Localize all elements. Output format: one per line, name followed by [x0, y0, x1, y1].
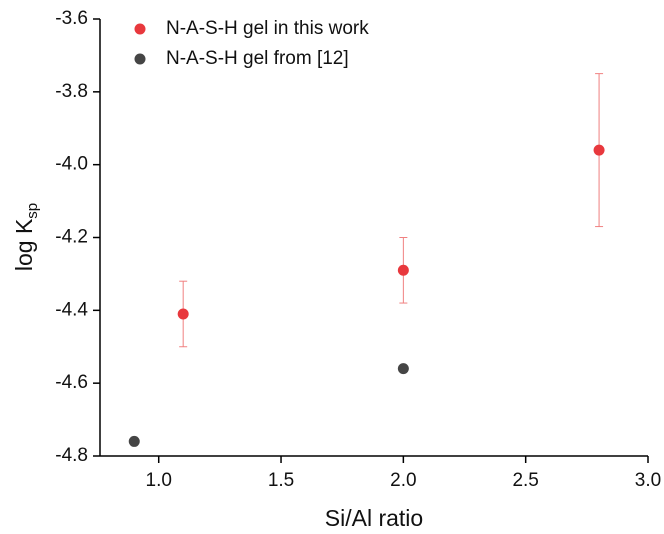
legend-label: N-A-S-H gel from [12] — [166, 48, 349, 69]
point — [397, 363, 409, 375]
x-axis-label: Si/Al ratio — [325, 505, 423, 531]
y-tick-label: -4.4 — [55, 299, 88, 320]
point — [177, 308, 189, 320]
point — [593, 144, 605, 156]
y-axis-label-main: log K — [11, 218, 37, 271]
point — [397, 264, 409, 276]
y-axis-label: log Ksp — [11, 203, 41, 271]
y-tick-label: -4.6 — [55, 372, 88, 393]
y-axis-label-sub: sp — [24, 203, 41, 219]
y-tick-label: -4.8 — [55, 445, 88, 466]
x-tick-label: 1.5 — [268, 470, 294, 491]
x-tick-label: 2.5 — [512, 470, 538, 491]
legend-label: N-A-S-H gel in this work — [166, 18, 369, 39]
point — [128, 435, 140, 447]
legend-marker — [134, 53, 146, 65]
x-tick-label: 2.0 — [390, 470, 416, 491]
y-tick-label: -4.2 — [55, 227, 88, 248]
y-tick-label: -3.8 — [55, 81, 88, 102]
y-tick-label: -3.6 — [55, 8, 88, 29]
x-tick-label: 1.0 — [146, 470, 172, 491]
y-tick-label: -4.0 — [55, 154, 88, 175]
x-tick-label: 3.0 — [635, 470, 661, 491]
legend-marker — [134, 23, 146, 35]
